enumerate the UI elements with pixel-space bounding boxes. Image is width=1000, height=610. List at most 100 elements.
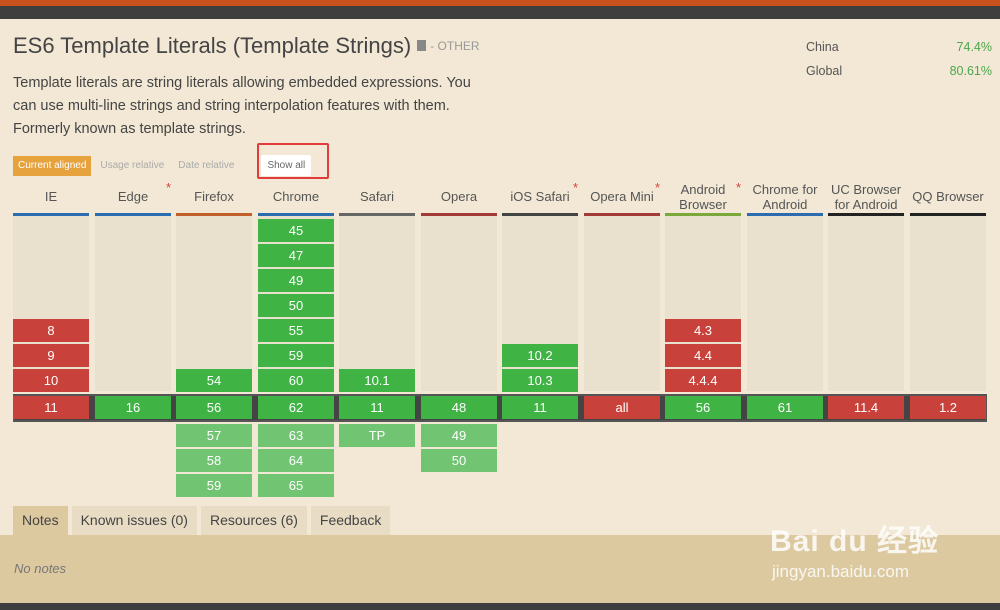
column-background bbox=[421, 216, 497, 391]
browser-column: IE 8 9 10 11 bbox=[13, 180, 89, 500]
version-cell[interactable]: 4.4 bbox=[665, 344, 741, 367]
browser-header[interactable]: Android Browser * bbox=[665, 180, 741, 213]
notes-panel: No notes bbox=[0, 535, 1000, 603]
future-version-cell[interactable]: 65 bbox=[258, 474, 334, 497]
browser-column: Chrome 45 47 49 50 55 59 60 62 63 64 65 bbox=[258, 180, 334, 500]
version-cell[interactable]: 54 bbox=[176, 369, 252, 392]
version-cell[interactable]: 10.2 bbox=[502, 344, 578, 367]
view-tabs: Current aligned Usage relative Date rela… bbox=[13, 155, 315, 176]
page-title: ES6 Template Literals (Template Strings)… bbox=[13, 33, 480, 59]
future-version-cell[interactable]: 63 bbox=[258, 424, 334, 447]
browser-name: QQ Browser bbox=[912, 189, 984, 204]
version-cell[interactable]: 47 bbox=[258, 244, 334, 267]
future-version-cell[interactable]: 57 bbox=[176, 424, 252, 447]
browser-header[interactable]: Chrome for Android bbox=[747, 180, 823, 213]
version-cell[interactable]: 4.3 bbox=[665, 319, 741, 342]
column-background bbox=[95, 216, 171, 391]
version-cell[interactable]: 9 bbox=[13, 344, 89, 367]
version-cell[interactable]: 10 bbox=[13, 369, 89, 392]
current-version-cell[interactable]: 16 bbox=[95, 396, 171, 419]
browser-color-line bbox=[258, 213, 334, 216]
tab-known-issues[interactable]: Known issues (0) bbox=[71, 506, 197, 535]
browser-header[interactable]: QQ Browser bbox=[910, 180, 986, 213]
current-version-cell[interactable]: 1.2 bbox=[910, 396, 986, 419]
browser-color-line bbox=[421, 213, 497, 216]
browser-color-line bbox=[910, 213, 986, 216]
tab-date-relative[interactable]: Date relative bbox=[178, 160, 235, 171]
version-cell[interactable]: 8 bbox=[13, 319, 89, 342]
future-version-cell[interactable]: 58 bbox=[176, 449, 252, 472]
current-version-cell[interactable]: 61 bbox=[747, 396, 823, 419]
current-version-cell[interactable]: all bbox=[584, 396, 660, 419]
browser-column: Safari 10.1 11 TP bbox=[339, 180, 415, 500]
tab-current-aligned[interactable]: Current aligned bbox=[13, 156, 92, 176]
future-version-cell[interactable]: 49 bbox=[421, 424, 497, 447]
browser-color-line bbox=[95, 213, 171, 216]
document-icon[interactable] bbox=[417, 39, 427, 51]
current-version-cell[interactable]: 11 bbox=[13, 396, 89, 419]
browser-header[interactable]: UC Browser for Android bbox=[828, 180, 904, 213]
version-cell[interactable]: 55 bbox=[258, 319, 334, 342]
future-version-cell[interactable]: 50 bbox=[421, 449, 497, 472]
tab-notes[interactable]: Notes bbox=[13, 506, 68, 535]
version-cell[interactable]: 49 bbox=[258, 269, 334, 292]
top-dark-bar bbox=[0, 6, 1000, 19]
current-version-cell[interactable]: 48 bbox=[421, 396, 497, 419]
current-version-cell[interactable]: 56 bbox=[665, 396, 741, 419]
watermark-url: jingyan.baidu.com bbox=[772, 562, 910, 581]
browser-column: iOS Safari * 10.2 10.3 11 bbox=[502, 180, 578, 500]
version-cell[interactable]: 45 bbox=[258, 219, 334, 242]
feature-title: ES6 Template Literals (Template Strings) bbox=[13, 33, 412, 58]
show-all-button[interactable]: Show all bbox=[261, 155, 312, 176]
browser-name: IE bbox=[44, 189, 58, 204]
version-cell[interactable]: 50 bbox=[258, 294, 334, 317]
browser-header[interactable]: Firefox bbox=[176, 180, 252, 213]
future-version-cell[interactable]: 59 bbox=[176, 474, 252, 497]
current-version-cell[interactable]: 11 bbox=[339, 396, 415, 419]
browser-name: Firefox bbox=[194, 189, 234, 204]
version-cell[interactable]: 4.4.4 bbox=[665, 369, 741, 392]
future-version-cell[interactable]: TP bbox=[339, 424, 415, 447]
feature-page: ES6 Template Literals (Template Strings)… bbox=[0, 19, 1000, 603]
version-cell[interactable]: 59 bbox=[258, 344, 334, 367]
browser-name: iOS Safari bbox=[510, 189, 570, 204]
browser-support-grid: IE 8 9 10 11 Edge * 16 Firefox 54 56 57 58 59 Chrome 45… bbox=[13, 180, 987, 500]
usage-row-china[interactable]: China 74.4% bbox=[806, 35, 992, 59]
browser-column: Opera Mini * all bbox=[584, 180, 660, 500]
note-star-icon: * bbox=[654, 180, 660, 195]
tab-resources[interactable]: Resources (6) bbox=[200, 506, 307, 535]
notes-text: No notes bbox=[14, 561, 67, 576]
usage-row-global[interactable]: Global 80.61% bbox=[806, 59, 992, 83]
note-star-icon: * bbox=[735, 180, 741, 195]
browser-header[interactable]: Opera bbox=[421, 180, 497, 213]
browser-color-line bbox=[584, 213, 660, 216]
tab-usage-relative[interactable]: Usage relative bbox=[100, 160, 165, 171]
version-cell[interactable]: 10.3 bbox=[502, 369, 578, 392]
usage-stats: China 74.4% Global 80.61% bbox=[806, 35, 992, 83]
browser-header[interactable]: Edge * bbox=[95, 180, 171, 213]
browser-header[interactable]: iOS Safari * bbox=[502, 180, 578, 213]
tab-feedback[interactable]: Feedback bbox=[310, 506, 391, 535]
browser-color-line bbox=[665, 213, 741, 216]
version-cell[interactable]: 60 bbox=[258, 369, 334, 392]
column-background bbox=[828, 216, 904, 391]
current-version-cell[interactable]: 11 bbox=[502, 396, 578, 419]
notes-tabs: Notes Known issues (0) Resources (6) Fee… bbox=[13, 506, 394, 535]
future-version-cell[interactable]: 64 bbox=[258, 449, 334, 472]
current-version-cell[interactable]: 62 bbox=[258, 396, 334, 419]
browser-color-line bbox=[13, 213, 89, 216]
current-version-cell[interactable]: 11.4 bbox=[828, 396, 904, 419]
usage-label: Global bbox=[806, 64, 843, 78]
browser-header[interactable]: Safari bbox=[339, 180, 415, 213]
feature-category[interactable]: - OTHER bbox=[430, 39, 480, 54]
browser-header[interactable]: Chrome bbox=[258, 180, 334, 213]
usage-value: 74.4% bbox=[956, 40, 992, 54]
version-cell[interactable]: 10.1 bbox=[339, 369, 415, 392]
browser-header[interactable]: Opera Mini * bbox=[584, 180, 660, 213]
browser-name: Safari bbox=[360, 189, 394, 204]
browser-header[interactable]: IE bbox=[13, 180, 89, 213]
browser-color-line bbox=[747, 213, 823, 216]
browser-color-line bbox=[502, 213, 578, 216]
current-version-cell[interactable]: 56 bbox=[176, 396, 252, 419]
browser-color-line bbox=[828, 213, 904, 216]
